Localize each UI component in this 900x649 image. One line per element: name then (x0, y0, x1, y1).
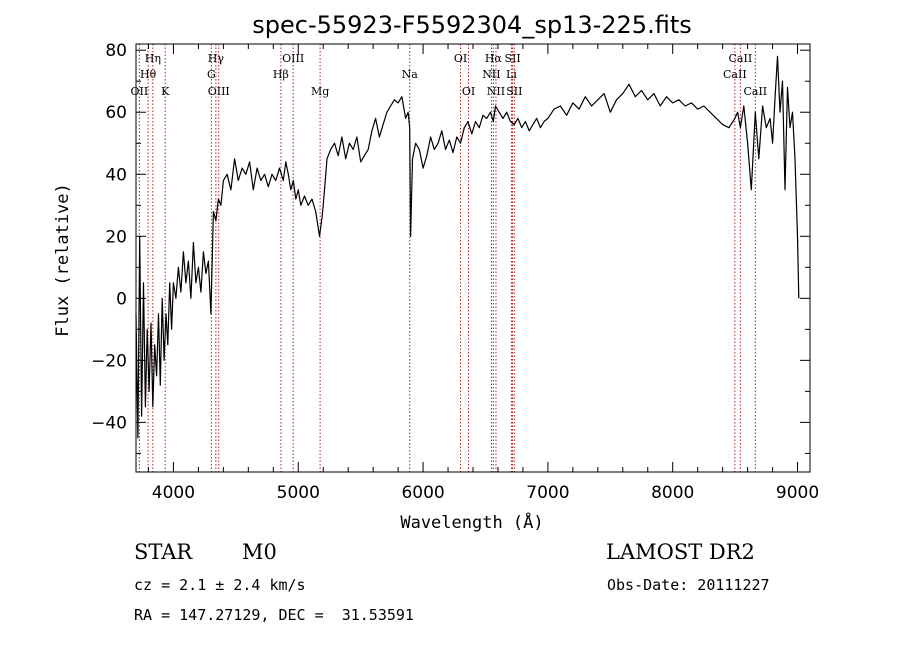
line-label: Hθ (140, 68, 157, 81)
spectral-subclass: M0 (242, 540, 277, 564)
x-tick-label: 7000 (526, 483, 569, 503)
line-label: CaII (729, 52, 753, 65)
line-label: CaII (723, 68, 747, 81)
x-axis: 4000 5000 6000 7000 8000 9000 (147, 44, 819, 503)
spectrum-line (135, 55, 800, 439)
chart-title: spec-55923-F5592304_sp13-225.fits (252, 11, 691, 39)
x-tick-label: 5000 (277, 483, 320, 503)
y-tick-label: −20 (91, 351, 127, 371)
y-axis-label: Flux (relative) (53, 183, 73, 337)
y-tick-label: 40 (105, 165, 127, 185)
line-label: OIII (208, 85, 230, 98)
line-label: CaII (743, 85, 767, 98)
redshift-velocity: cz = 2.1 ± 2.4 km/s (134, 576, 306, 594)
line-label: Hγ (208, 52, 225, 65)
line-label: Hβ (273, 68, 289, 81)
y-tick-label: 0 (116, 289, 127, 309)
line-label: Li (506, 68, 517, 81)
line-label: OIII (282, 52, 304, 65)
line-label: SII (504, 52, 520, 65)
line-label: SII (506, 85, 522, 98)
spectrum-plot (135, 55, 800, 439)
line-label: K (161, 85, 170, 98)
line-label: Hα (485, 52, 503, 65)
line-label: Na (402, 68, 419, 81)
x-tick-label: 9000 (776, 483, 819, 503)
line-label: OI (462, 85, 475, 98)
coordinates: RA = 147.27129, DEC = 31.53591 (134, 606, 414, 624)
y-tick-label: 20 (105, 227, 127, 247)
observation-date: Obs-Date: 20111227 (607, 576, 770, 594)
plot-frame (135, 43, 811, 473)
y-tick-label: 80 (105, 41, 127, 61)
survey-name: LAMOST DR2 (606, 540, 755, 564)
y-tick-label: 60 (105, 103, 127, 123)
line-label: OII (131, 85, 149, 98)
line-label: OI (454, 52, 467, 65)
y-tick-label: −40 (91, 413, 127, 433)
line-label: NII (487, 85, 505, 98)
x-axis-label: Wavelength (Å) (400, 511, 543, 533)
line-label: Mg (311, 85, 329, 98)
line-label: NII (482, 68, 500, 81)
x-tick-label: 4000 (152, 483, 195, 503)
spectral-line-markers (138, 44, 756, 472)
line-label: Hη (145, 52, 161, 65)
y-axis: −40 −20 0 20 40 60 80 (91, 41, 810, 454)
spectral-line-labels: OIIHηHθKHγGOIIIOIIIHβMgNaOIOIHαNIINIISII… (131, 52, 768, 98)
x-tick-label: 6000 (401, 483, 444, 503)
x-tick-label: 8000 (651, 483, 694, 503)
line-label: G (207, 68, 216, 81)
object-class: STAR (134, 540, 193, 564)
